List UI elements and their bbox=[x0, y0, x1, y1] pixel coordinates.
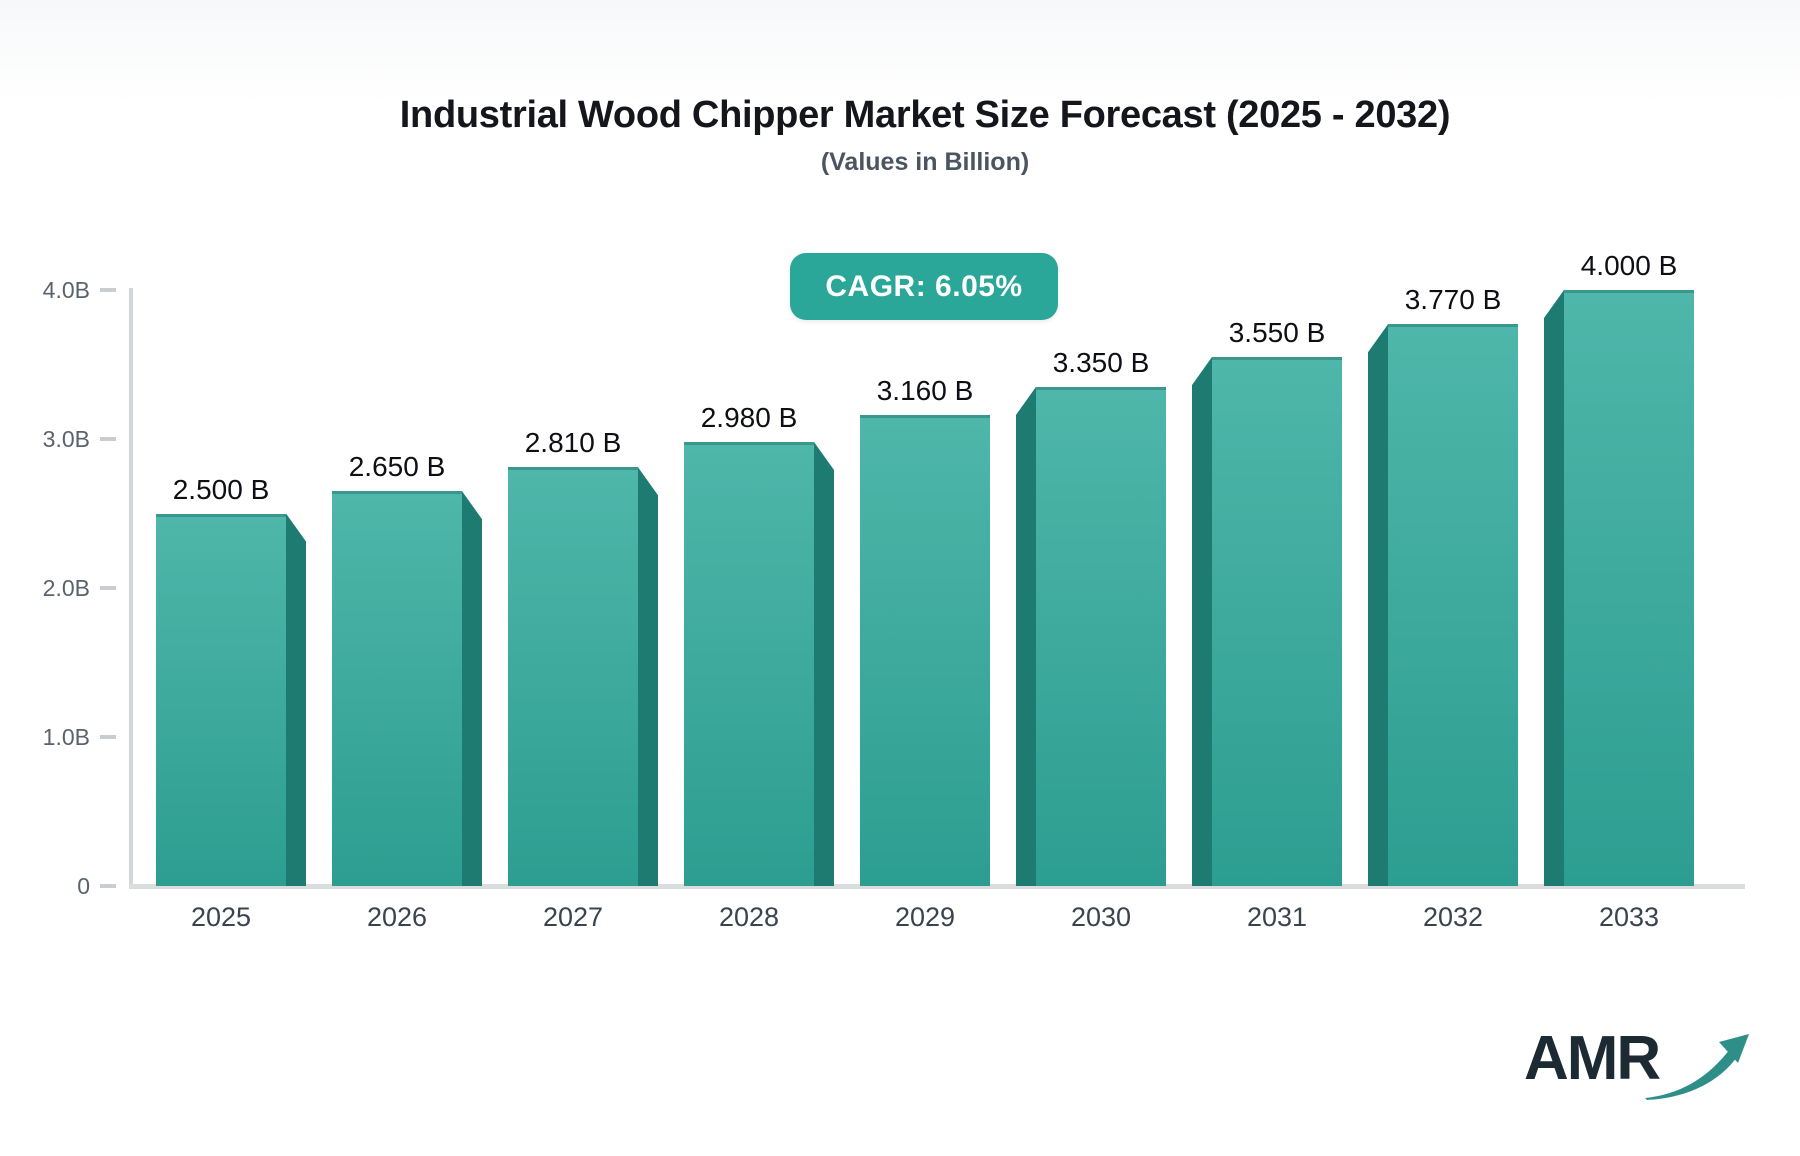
bar-face bbox=[508, 467, 638, 886]
bar-side-face bbox=[814, 441, 834, 886]
y-axis-line bbox=[129, 288, 133, 886]
page-title: Industrial Wood Chipper Market Size Fore… bbox=[399, 94, 1451, 136]
bar-face bbox=[1212, 357, 1342, 886]
bar-value-label: 4.000 B bbox=[1580, 250, 1678, 281]
bar-side-face bbox=[462, 491, 482, 886]
bar-face bbox=[860, 415, 990, 886]
y-tick-label: 4.0B bbox=[42, 277, 90, 303]
y-tick-label: 1.0B bbox=[42, 724, 90, 750]
y-tick bbox=[100, 884, 116, 888]
bar-side-face bbox=[1368, 324, 1388, 886]
bar-side-face bbox=[1192, 357, 1212, 886]
bar-side-face bbox=[638, 467, 658, 886]
page-subtitle: (Values in Billion) bbox=[820, 148, 1030, 176]
cagr-badge-label: CAGR: 6.05% bbox=[825, 269, 1023, 303]
bar-value-label: 2.980 B bbox=[700, 401, 798, 433]
bar-value-label: 2.500 B bbox=[172, 473, 270, 505]
bar-face bbox=[1388, 324, 1518, 886]
logo-arrow-icon bbox=[1645, 1034, 1750, 1100]
x-axis-label: 2028 bbox=[718, 902, 780, 932]
bar-side-face bbox=[1544, 290, 1564, 886]
y-tick-label: 2.0B bbox=[42, 575, 90, 601]
bar-value-label: 3.770 B bbox=[1404, 284, 1502, 316]
x-axis-label: 2030 bbox=[1070, 902, 1132, 932]
cagr-badge: CAGR: 6.05% bbox=[790, 253, 1058, 320]
bar-value-label: 3.350 B bbox=[1052, 346, 1150, 378]
y-tick-label: 3.0B bbox=[42, 426, 90, 452]
y-tick bbox=[100, 735, 116, 739]
y-tick bbox=[100, 288, 116, 292]
logo: AMR bbox=[1524, 1028, 1755, 1104]
bar-face bbox=[684, 441, 814, 886]
bar-value-label: 2.810 B bbox=[524, 427, 622, 459]
x-axis-label: 2027 bbox=[542, 902, 604, 932]
bar-value-label: 3.160 B bbox=[876, 375, 974, 407]
bar-face bbox=[156, 513, 286, 886]
bar-face bbox=[1564, 290, 1694, 886]
bar-value-label: 2.650 B bbox=[348, 451, 446, 483]
bar-side-face bbox=[1016, 386, 1036, 886]
bar-face bbox=[332, 491, 462, 886]
bar-face bbox=[1036, 386, 1166, 886]
y-tick-label: 0 bbox=[77, 873, 90, 899]
x-axis-label: 2031 bbox=[1246, 902, 1308, 932]
y-tick bbox=[100, 437, 116, 441]
x-axis-label: 2033 bbox=[1598, 902, 1660, 932]
y-tick bbox=[100, 586, 116, 590]
bar-side-face bbox=[286, 513, 306, 886]
x-axis-baseline bbox=[129, 884, 1745, 889]
x-axis-label: 2026 bbox=[366, 902, 428, 932]
x-axis-label: 2032 bbox=[1422, 902, 1484, 932]
x-axis-label: 2029 bbox=[894, 902, 956, 932]
bar-value-label: 3.550 B bbox=[1228, 317, 1326, 349]
x-axis-label: 2025 bbox=[190, 902, 252, 932]
logo-text: AMR bbox=[1524, 1024, 1661, 1093]
